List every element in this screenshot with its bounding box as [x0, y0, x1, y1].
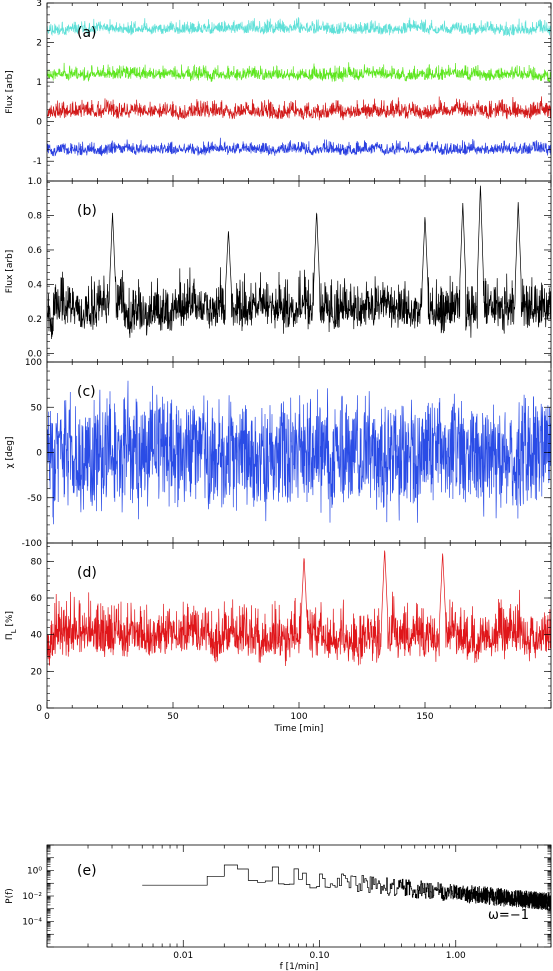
y-tick-label-c: 50 [31, 403, 43, 413]
y-tick-label-d: 40 [31, 631, 43, 641]
panel-a: -1 0 1 2 3 Flux [arb] (a) [5, 0, 552, 182]
y-tick-label-e: 10⁻² [22, 892, 42, 902]
panel-label-a: (a) [77, 25, 97, 41]
y-tick-label-a: 0 [36, 118, 42, 128]
y-tick-label-a: 2 [36, 39, 42, 49]
y-tick-label-b: 0.4 [28, 280, 43, 290]
y-axis-label-c: χ [deg] [5, 436, 15, 468]
y-tick-label-c: 0 [36, 449, 42, 459]
y-tick-label-b: 0.2 [28, 315, 42, 325]
panel-label-e: (e) [77, 863, 97, 879]
x-tick-label-d: 50 [167, 712, 179, 722]
panel-label-b: (b) [77, 203, 97, 219]
y-axis-label-a: Flux [arb] [5, 70, 15, 114]
series-line-d-0 [47, 550, 551, 667]
y-tick-label-e: 10⁰ [27, 867, 42, 877]
series-line-a-3 [47, 137, 551, 157]
panel-e: 0.01 0.10 1.00 10⁻⁴ 10⁻² 10⁰ P(f) f [1/min] (e) ω… [5, 844, 552, 971]
series-line-c-0 [47, 380, 551, 525]
y-tick-label-c: 100 [25, 358, 42, 368]
x-tick-label-e: 0.01 [173, 951, 193, 961]
y-tick-label-d: 60 [31, 594, 43, 604]
y-tick-label-c: -100 [22, 539, 43, 549]
x-tick-label-d: 0 [44, 712, 50, 722]
annotation-e: ω=−1 [488, 908, 529, 923]
y-tick-label-a: -1 [33, 157, 42, 167]
y-tick-label-a: 1 [36, 78, 42, 88]
panel-b: 0.0 0.2 0.4 0.6 0.8 1.0 Flux [arb] (b) [5, 177, 552, 363]
y-tick-label-d: 80 [31, 557, 43, 567]
x-tick-label-e: 1.00 [446, 951, 466, 961]
y-tick-label-b: 1.0 [28, 177, 43, 187]
y-tick-label-a: 3 [36, 0, 42, 9]
series-line-a-0 [47, 17, 551, 37]
panel-c: -100 -50 0 50 100 χ [deg] (c) [5, 358, 552, 549]
panel-d: 0 50 100 150 0 20 40 60 80 ΠL [%] Time [min] (d) [5, 542, 552, 734]
y-tick-label-c: -50 [27, 494, 42, 504]
y-tick-label-d: 20 [31, 667, 43, 677]
y-tick-label-e: 10⁻⁴ [22, 918, 42, 928]
panel-label-c: (c) [77, 384, 96, 400]
x-tick-label-d: 100 [290, 712, 307, 722]
series-line-a-2 [47, 96, 551, 121]
y-tick-label-b: 0.8 [28, 211, 43, 221]
y-axis-label-d: ΠL [%] [5, 611, 18, 640]
series-line-b-0 [47, 185, 551, 340]
y-tick-label-b: 0.6 [28, 246, 43, 256]
y-axis-label-b: Flux [arb] [5, 250, 15, 294]
x-tick-label-d: 150 [416, 712, 433, 722]
y-axis-label-e: P(f) [5, 888, 15, 904]
series-line-e-0 [142, 864, 551, 911]
y-tick-label-b: 0.0 [28, 349, 43, 359]
series-line-a-1 [47, 62, 551, 83]
panel-label-d: (d) [77, 565, 97, 581]
x-tick-label-e: 0.10 [309, 951, 329, 961]
x-axis-label-e: f [1/min] [280, 962, 319, 971]
x-axis-label-d: Time [min] [274, 724, 324, 734]
y-tick-label-d: 0 [36, 704, 42, 714]
